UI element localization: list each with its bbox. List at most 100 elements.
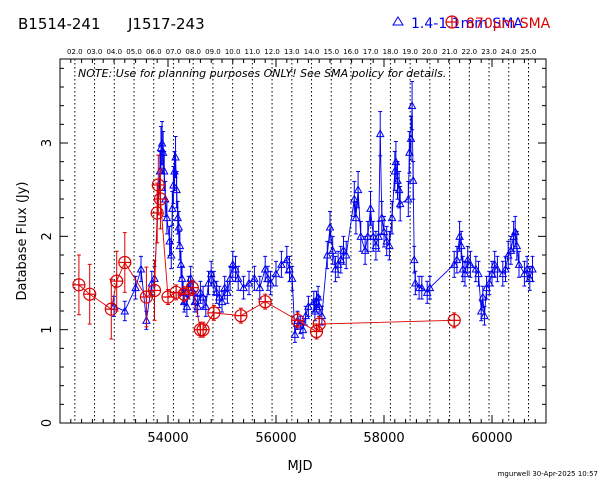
band1-point — [410, 278, 420, 287]
band1-point — [356, 231, 366, 240]
band1-point — [176, 259, 186, 268]
band1-point — [277, 259, 286, 268]
source-label: B1514-241 — [18, 15, 101, 33]
band1-point — [506, 245, 516, 254]
band1-point — [341, 250, 351, 259]
band1-point — [394, 185, 404, 194]
band1-point — [403, 194, 413, 203]
band1-point — [209, 278, 219, 287]
band1-point — [175, 241, 185, 250]
band1-point — [379, 227, 389, 236]
band1-point — [214, 292, 224, 301]
year-label: 03.0 — [87, 48, 103, 56]
legend-label-band1: 1.4-1.1mm SMA — [411, 16, 523, 32]
band1-point — [170, 166, 179, 175]
band1-point — [169, 180, 178, 189]
top-year-labels: 02.0 03.0 04.0 05.0 06.0 07.0 08.0 09.0 10.0 11.0… — [67, 48, 536, 56]
band1-point — [233, 273, 243, 282]
band1-point — [387, 213, 397, 222]
year-label: 22.0 — [462, 48, 478, 56]
band1-point — [407, 101, 417, 110]
band1-point — [212, 287, 221, 296]
band1-point — [417, 283, 427, 292]
year-label: 02.0 — [67, 48, 83, 56]
band1-point — [231, 264, 240, 273]
band1-point — [220, 283, 230, 292]
year-gridlines — [74, 59, 530, 423]
y-tick-label: 0 — [40, 419, 55, 427]
band1-point — [285, 264, 294, 273]
band1-point — [301, 311, 311, 320]
band1-point — [165, 236, 174, 245]
band1-point — [120, 306, 130, 315]
band1-point — [182, 301, 192, 310]
band1-point — [328, 245, 338, 254]
legend: 1.4-1.1mm SMA 870μm SMA — [392, 15, 551, 32]
x-tick-label: 60000 — [471, 431, 512, 446]
band1-point — [395, 199, 405, 208]
year-label: 09.0 — [205, 48, 221, 56]
year-label: 19.0 — [402, 48, 418, 56]
year-label: 13.0 — [284, 48, 300, 56]
x-axis: 54000 56000 58000 60000 — [59, 59, 547, 446]
band1-point — [336, 255, 346, 264]
band1-point — [514, 259, 524, 268]
band1-point — [478, 292, 488, 301]
year-label: 15.0 — [323, 48, 339, 56]
band1-point — [171, 152, 180, 161]
band1-point — [260, 264, 270, 273]
year-label: 24.0 — [501, 48, 517, 56]
band1-point — [263, 273, 273, 282]
band1-point — [406, 133, 416, 142]
band1-point — [339, 245, 348, 254]
band1-point — [190, 297, 200, 306]
year-label: 04.0 — [106, 48, 122, 56]
band1-point — [474, 269, 483, 278]
band1-point — [228, 259, 238, 268]
band1-point — [201, 301, 211, 310]
band1-point — [322, 250, 332, 259]
planning-note: NOTE: Use for planning purposes ONLY! Se… — [78, 67, 446, 80]
band1-point — [476, 306, 486, 315]
band1-point — [375, 129, 385, 138]
band1-point — [498, 269, 508, 278]
band1-point — [174, 222, 184, 231]
year-label: 16.0 — [343, 48, 359, 56]
band1-point — [167, 203, 177, 212]
y-tick-label: 3 — [40, 139, 55, 147]
band1-point — [487, 269, 497, 278]
legend-label-band2: 870μm SMA — [466, 16, 551, 32]
band1-point — [512, 241, 522, 250]
band1-point — [333, 259, 343, 268]
band1-point — [244, 278, 254, 287]
band1-point — [290, 329, 300, 338]
band1-point — [522, 264, 532, 273]
band1-point — [371, 241, 381, 250]
band1-point — [374, 231, 383, 240]
year-label: 20.0 — [422, 48, 438, 56]
year-label: 05.0 — [126, 48, 142, 56]
x-tick-label: 54000 — [147, 431, 188, 446]
band1-point — [366, 203, 375, 212]
band1-point — [484, 278, 494, 287]
band1-point — [158, 147, 168, 156]
band1-point — [422, 287, 432, 296]
band1-point — [408, 175, 418, 184]
band1-point — [385, 241, 394, 250]
band1-point — [266, 278, 275, 287]
year-label: 10.0 — [225, 48, 241, 56]
band1-point — [503, 250, 513, 259]
year-label: 14.0 — [304, 48, 320, 56]
band1-point — [206, 269, 216, 278]
band1-point — [131, 283, 140, 292]
footer-credit: mgurwell 30-Apr-2025 10:57 — [498, 470, 598, 478]
band1-point — [271, 269, 281, 278]
year-label: 25.0 — [521, 48, 537, 56]
band1-point — [147, 278, 157, 287]
y-tick-label: 2 — [40, 232, 55, 240]
year-label: 11.0 — [245, 48, 261, 56]
band1-point — [449, 259, 459, 268]
x-tick-label: 56000 — [255, 431, 296, 446]
band1-point — [490, 259, 500, 268]
plot-frame — [59, 58, 547, 424]
